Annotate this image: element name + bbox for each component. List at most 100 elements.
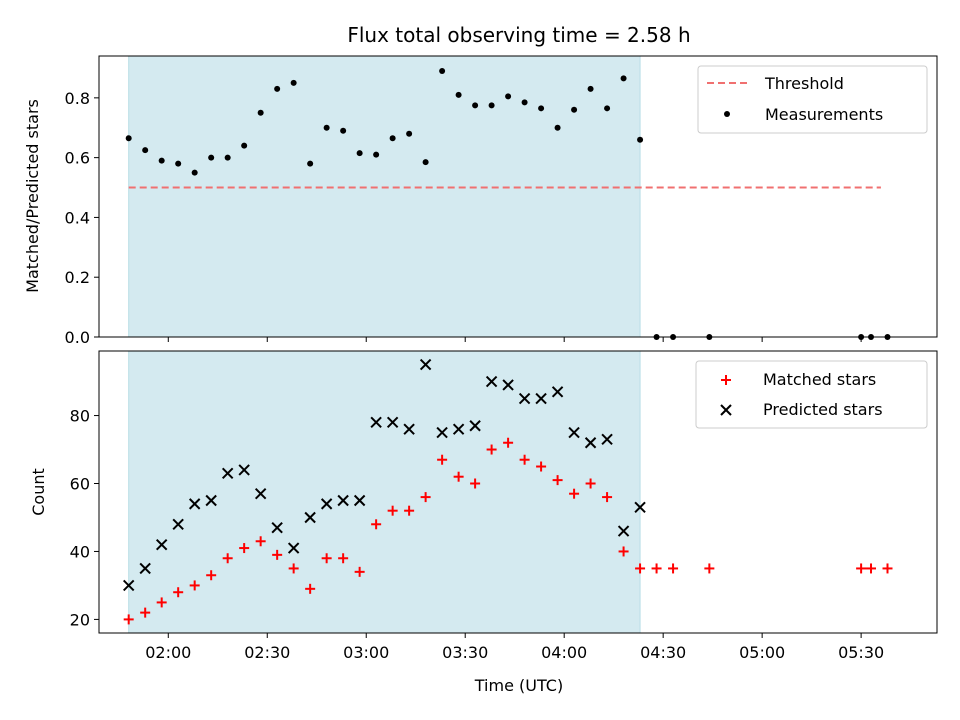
matched-star-point bbox=[519, 454, 530, 465]
predicted-star-point bbox=[584, 437, 597, 449]
predicted-star-point bbox=[238, 464, 250, 476]
predicted-star-point bbox=[403, 423, 415, 435]
predicted-star-point bbox=[370, 416, 382, 429]
measurement-point bbox=[587, 85, 594, 92]
measurement-point bbox=[521, 99, 528, 106]
predicted-star-point bbox=[205, 494, 217, 507]
matched-star-point bbox=[305, 583, 316, 594]
observing-window-shade-top bbox=[128, 55, 641, 338]
matched-star-point bbox=[387, 505, 398, 516]
predicted-star-point bbox=[122, 579, 135, 592]
measurement-point bbox=[323, 124, 330, 131]
legend-threshold-label: Threshold bbox=[764, 74, 844, 93]
predicted-star-point bbox=[386, 416, 399, 429]
count-marks bbox=[122, 358, 893, 625]
matched-star-point bbox=[156, 597, 167, 608]
legend-matched-label: Matched stars bbox=[763, 370, 876, 389]
y-axis-label-top: Matched/Predicted stars bbox=[23, 99, 42, 293]
predicted-star-point bbox=[304, 511, 316, 524]
measurement-point bbox=[340, 127, 347, 134]
y-tick-label: 20 bbox=[70, 610, 90, 629]
measurement-point bbox=[488, 102, 495, 109]
matched-star-point bbox=[552, 475, 563, 486]
matched-star-point bbox=[856, 563, 867, 574]
predicted-star-point bbox=[287, 542, 300, 554]
legend-matched-swatch bbox=[721, 375, 731, 385]
measurement-point bbox=[455, 91, 462, 98]
measurement-point bbox=[604, 105, 611, 112]
panel-counts: 20 40 60 80 02:00 02:30 03:00 03:30 04:00 04:30 05… bbox=[29, 350, 938, 695]
matched-marker-icon bbox=[721, 375, 731, 385]
y-tick-label: 40 bbox=[70, 542, 90, 561]
measurement-point bbox=[620, 75, 627, 82]
predicted-star-point bbox=[452, 423, 465, 435]
y-axis-label-bottom: Count bbox=[29, 468, 48, 516]
predicted-star-point bbox=[551, 386, 564, 398]
predicted-star-point bbox=[469, 420, 481, 432]
predicted-star-point bbox=[271, 521, 283, 534]
measurement-point bbox=[191, 169, 198, 176]
predicted-star-point bbox=[320, 498, 333, 510]
measurement-point bbox=[290, 79, 297, 86]
measurement-point bbox=[571, 106, 578, 113]
matched-star-point bbox=[635, 563, 646, 574]
matched-star-point bbox=[140, 607, 151, 618]
y-tick-label: 0.2 bbox=[65, 268, 90, 287]
x-tick-label: 05:30 bbox=[838, 643, 884, 662]
predicted-star-point bbox=[568, 426, 580, 439]
predicted-star-point bbox=[172, 518, 184, 530]
matched-star-point bbox=[618, 546, 629, 557]
y-tick-label: 0.6 bbox=[65, 149, 90, 168]
x-tick-label: 02:30 bbox=[244, 643, 290, 662]
y-tick-label: 0.4 bbox=[65, 208, 90, 227]
matched-star-point bbox=[866, 563, 877, 574]
legend-box-top bbox=[697, 65, 928, 134]
measurement-point bbox=[125, 135, 132, 142]
ratio-marks bbox=[125, 67, 891, 340]
measurement-point bbox=[307, 160, 314, 167]
legend-top: Threshold Measurements bbox=[697, 65, 928, 134]
measurement-point bbox=[637, 136, 644, 143]
matched-star-point bbox=[437, 454, 448, 465]
matched-star-point bbox=[585, 478, 596, 489]
matched-star-point bbox=[222, 553, 233, 564]
measurement-point bbox=[472, 102, 479, 109]
measurement-point bbox=[538, 105, 545, 112]
matched-star-point bbox=[255, 536, 266, 547]
matched-star-point bbox=[338, 553, 349, 564]
measurement-point bbox=[224, 154, 231, 161]
measurement-point bbox=[356, 150, 363, 157]
axes-bottom: 20 40 60 80 02:00 02:30 03:00 03:30 04:00 04:30 05… bbox=[70, 407, 885, 662]
legend-measurements-swatch bbox=[724, 111, 730, 117]
matched-star-point bbox=[536, 461, 547, 472]
predicted-star-point bbox=[221, 467, 234, 480]
measurement-point bbox=[208, 154, 215, 161]
measurement-point bbox=[554, 124, 561, 131]
y-tick-label: 0.8 bbox=[65, 89, 90, 108]
measurement-point bbox=[158, 157, 165, 164]
matched-star-point bbox=[470, 478, 481, 489]
legend-predicted-label: Predicted stars bbox=[763, 400, 883, 419]
legend-bottom: Matched stars Predicted stars bbox=[695, 360, 928, 429]
matched-star-point bbox=[651, 563, 662, 574]
chart-title: Flux total observing time = 2.58 h bbox=[347, 23, 690, 47]
legend-measurements-label: Measurements bbox=[765, 105, 883, 124]
measurement-point bbox=[439, 67, 446, 74]
matched-star-point bbox=[288, 563, 299, 574]
matched-star-point bbox=[239, 543, 250, 554]
panel-ratio: 0.00.20.40.60.8 Matched/Predicted stars … bbox=[23, 55, 938, 347]
measurement-point bbox=[422, 159, 429, 166]
measurement-point bbox=[505, 93, 512, 100]
predicted-star-point bbox=[535, 392, 547, 405]
observing-window-shade-bottom bbox=[128, 350, 641, 634]
predicted-star-point bbox=[634, 501, 646, 513]
x-tick-label: 05:00 bbox=[739, 643, 785, 662]
predicted-star-point bbox=[337, 494, 349, 507]
predicted-star-point bbox=[436, 426, 448, 439]
predicted-star-point bbox=[254, 487, 267, 500]
matched-star-point bbox=[668, 563, 679, 574]
measurement-point bbox=[175, 160, 182, 167]
matched-star-point bbox=[371, 519, 382, 530]
matched-star-point bbox=[453, 471, 464, 482]
matched-star-point bbox=[189, 580, 200, 591]
